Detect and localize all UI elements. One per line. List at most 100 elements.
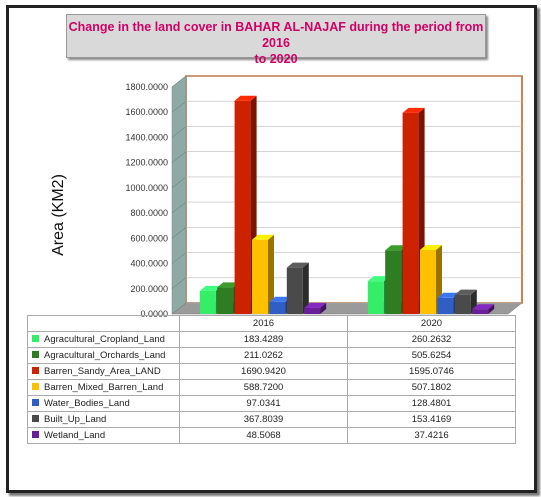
bar-top	[252, 234, 274, 240]
bar-side	[488, 304, 495, 314]
data-label: 128.4801	[347, 395, 516, 412]
series-name: Wetland_Land	[44, 430, 106, 441]
data-label: 1690.9420	[179, 363, 348, 380]
table-row: Water_Bodies_Land 97.0341 128.4801	[27, 395, 516, 412]
gridline-side	[171, 100, 187, 113]
data-label: 588.7200	[179, 379, 348, 396]
bar-front	[454, 294, 471, 314]
bar	[286, 262, 309, 314]
table-row: Barren_Sandy_Area_LAND 1690.9420 1595.0746	[27, 363, 516, 380]
data-label: 1595.0746	[347, 363, 516, 380]
bar-top	[234, 95, 257, 101]
chart-title: Change in the land cover in BAHAR AL-NAJ…	[67, 19, 485, 67]
legend-entry: Barren_Mixed_Barren_Land	[27, 379, 180, 396]
legend-swatch	[32, 430, 39, 438]
gridline-side	[171, 201, 187, 214]
data-label: 505.6254	[347, 347, 516, 364]
bar-front	[217, 287, 234, 314]
data-label: 507.1802	[347, 379, 516, 396]
y-tick-label: 1800.0000	[125, 82, 168, 92]
bar-front	[252, 239, 268, 314]
chart-title-line1: Change in the land cover in BAHAR AL-NAJ…	[68, 20, 484, 50]
y-tick-label: 0.0000	[140, 309, 168, 319]
gridline-side	[171, 277, 187, 290]
legend-entry: Wetland_Land	[27, 427, 180, 444]
legend-entry: Barren_Sandy_Area_LAND	[27, 363, 180, 380]
bar-front	[437, 297, 454, 314]
legend-entry: Built_Up_Land	[27, 411, 180, 428]
data-label: 183.4289	[179, 331, 348, 348]
bar	[304, 302, 327, 314]
y-tick-label: 200.0000	[130, 284, 168, 294]
legend-entry: Agracultural_Orchards_Land	[27, 347, 180, 364]
data-label: 153.4169	[347, 411, 516, 428]
data-label: 97.0341	[179, 395, 348, 412]
bar-side	[302, 262, 309, 314]
table-header-row: 2016 2020	[27, 315, 516, 332]
gridline-side	[171, 227, 187, 239]
bar-top	[199, 285, 222, 291]
side-wall	[171, 75, 187, 315]
gridline-side	[171, 126, 187, 138]
x-tick-label: 2016	[179, 315, 348, 332]
bar-top	[304, 302, 327, 308]
bar-front	[286, 267, 303, 314]
bar	[252, 234, 274, 314]
gridline-side	[171, 151, 187, 163]
bar-front	[304, 307, 321, 314]
bar-top	[454, 289, 477, 295]
data-table: 2016 2020 Agracultural_Cropland_Land 183.42…	[27, 315, 516, 444]
bar-top	[385, 245, 408, 251]
legend-swatch	[32, 398, 39, 406]
bar-top	[420, 245, 442, 251]
table-row: Agracultural_Orchards_Land 211.0262 505.62…	[27, 347, 516, 364]
bar-top	[402, 107, 425, 113]
bar-top	[367, 276, 390, 282]
bar	[472, 304, 495, 314]
series-name: Agracultural_Cropland_Land	[44, 334, 165, 345]
y-tick-label: 1200.0000	[125, 158, 168, 168]
data-label: 260.2632	[347, 331, 516, 348]
y-tick-label: 800.0000	[130, 208, 168, 218]
x-tick-label: 2020	[347, 315, 516, 332]
bar-front	[269, 301, 286, 314]
bar-top	[217, 282, 240, 288]
legend-swatch	[32, 414, 39, 422]
gridline-side	[171, 75, 187, 88]
bar-front	[420, 250, 436, 314]
gridline-side	[171, 302, 187, 315]
legend-swatch	[32, 366, 39, 374]
y-tick-label: 400.0000	[130, 259, 168, 269]
bar-top	[437, 292, 460, 298]
table-row: Built_Up_Land 367.8039 153.4169	[27, 411, 516, 428]
series-name: Built_Up_Land	[44, 414, 107, 425]
table-row: Wetland_Land 48.5068 37.4216	[27, 427, 516, 444]
y-tick-label: 600.0000	[130, 233, 168, 243]
bar-side	[320, 302, 327, 314]
bar-front	[234, 100, 251, 315]
bar-top	[269, 296, 292, 302]
bar-front	[472, 309, 489, 314]
chart-title-box: Change in the land cover in BAHAR AL-NAJ…	[66, 14, 486, 66]
data-label: 37.4216	[347, 427, 516, 444]
y-tick-label: 1000.0000	[125, 183, 168, 193]
chart-title-line2: to 2020	[254, 52, 298, 66]
legend-entry: Agracultural_Cropland_Land	[27, 331, 180, 348]
series-name: Barren_Sandy_Area_LAND	[44, 366, 161, 377]
y-axis-label: Area (KM2)	[50, 174, 67, 256]
data-label: 367.8039	[179, 411, 348, 428]
data-label: 48.5068	[179, 427, 348, 444]
table-corner	[27, 315, 180, 332]
bar-front	[402, 112, 419, 314]
legend-swatch	[32, 334, 39, 342]
bar-front	[367, 281, 384, 314]
legend-entry: Water_Bodies_Land	[27, 395, 180, 412]
bar-top	[472, 304, 495, 310]
legend-swatch	[32, 382, 39, 390]
legend-swatch	[32, 350, 39, 358]
series-name: Water_Bodies_Land	[44, 398, 130, 409]
series-name: Barren_Mixed_Barren_Land	[44, 382, 164, 393]
y-tick-label: 1600.0000	[125, 107, 168, 117]
bar-side	[268, 234, 274, 314]
